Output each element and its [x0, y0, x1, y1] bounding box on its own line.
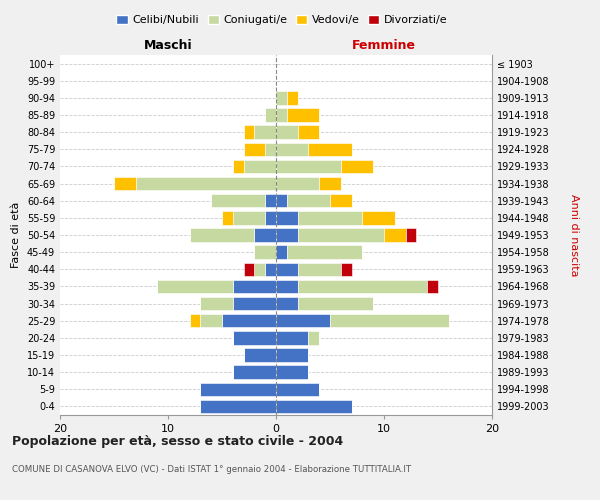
- Bar: [244, 142, 265, 156]
- Bar: [308, 331, 319, 344]
- Bar: [330, 194, 352, 207]
- Bar: [362, 211, 395, 224]
- Bar: [298, 297, 373, 310]
- Bar: [157, 280, 233, 293]
- Bar: [298, 211, 362, 224]
- Bar: [276, 108, 287, 122]
- Bar: [265, 211, 276, 224]
- Bar: [244, 126, 254, 139]
- Bar: [233, 297, 276, 310]
- Bar: [276, 331, 308, 344]
- Bar: [233, 331, 276, 344]
- Bar: [287, 194, 330, 207]
- Bar: [276, 366, 308, 379]
- Bar: [254, 228, 276, 241]
- Bar: [265, 108, 276, 122]
- Bar: [276, 297, 298, 310]
- Bar: [200, 382, 276, 396]
- Bar: [190, 314, 200, 328]
- Bar: [233, 211, 265, 224]
- Bar: [136, 177, 276, 190]
- Bar: [211, 194, 265, 207]
- Bar: [276, 160, 341, 173]
- Bar: [244, 348, 276, 362]
- Bar: [276, 91, 287, 104]
- Bar: [341, 262, 352, 276]
- Bar: [222, 211, 233, 224]
- Bar: [298, 126, 319, 139]
- Bar: [276, 382, 319, 396]
- Bar: [330, 314, 449, 328]
- Bar: [287, 91, 298, 104]
- Bar: [276, 126, 298, 139]
- Bar: [276, 262, 298, 276]
- Text: Popolazione per età, sesso e stato civile - 2004: Popolazione per età, sesso e stato civil…: [12, 435, 343, 448]
- Bar: [254, 246, 276, 259]
- Bar: [276, 228, 298, 241]
- Bar: [276, 211, 298, 224]
- Bar: [427, 280, 438, 293]
- Bar: [200, 297, 233, 310]
- Bar: [244, 262, 254, 276]
- Bar: [276, 280, 298, 293]
- Bar: [287, 108, 319, 122]
- Bar: [298, 280, 427, 293]
- Bar: [190, 228, 254, 241]
- Bar: [222, 314, 276, 328]
- Bar: [244, 160, 276, 173]
- Bar: [276, 142, 308, 156]
- Bar: [276, 194, 287, 207]
- Bar: [254, 126, 276, 139]
- Y-axis label: Fasce di età: Fasce di età: [11, 202, 21, 268]
- Bar: [276, 246, 287, 259]
- Legend: Celibi/Nubili, Coniugati/e, Vedovi/e, Divorziati/e: Celibi/Nubili, Coniugati/e, Vedovi/e, Di…: [112, 10, 452, 30]
- Bar: [406, 228, 416, 241]
- Bar: [276, 314, 330, 328]
- Bar: [265, 194, 276, 207]
- Bar: [114, 177, 136, 190]
- Bar: [276, 177, 319, 190]
- Bar: [233, 160, 244, 173]
- Bar: [200, 400, 276, 413]
- Text: Maschi: Maschi: [143, 38, 193, 52]
- Bar: [384, 228, 406, 241]
- Bar: [287, 246, 362, 259]
- Bar: [265, 262, 276, 276]
- Bar: [298, 228, 384, 241]
- Bar: [233, 280, 276, 293]
- Bar: [254, 262, 265, 276]
- Bar: [276, 400, 352, 413]
- Text: Femmine: Femmine: [352, 38, 416, 52]
- Bar: [233, 366, 276, 379]
- Y-axis label: Anni di nascita: Anni di nascita: [569, 194, 579, 276]
- Bar: [276, 348, 308, 362]
- Text: COMUNE DI CASANOVA ELVO (VC) - Dati ISTAT 1° gennaio 2004 - Elaborazione TUTTITA: COMUNE DI CASANOVA ELVO (VC) - Dati ISTA…: [12, 465, 411, 474]
- Bar: [265, 142, 276, 156]
- Bar: [319, 177, 341, 190]
- Bar: [341, 160, 373, 173]
- Bar: [200, 314, 222, 328]
- Bar: [308, 142, 352, 156]
- Bar: [298, 262, 341, 276]
